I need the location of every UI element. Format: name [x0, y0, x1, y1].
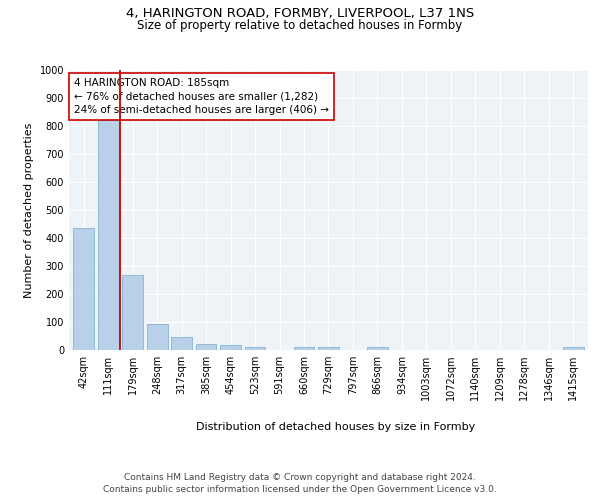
Bar	[293, 346, 314, 350]
Text: 4 HARINGTON ROAD: 185sqm
← 76% of detached houses are smaller (1,282)
24% of sem: 4 HARINGTON ROAD: 185sqm ← 76% of detach…	[74, 78, 329, 115]
Bar	[171, 337, 192, 350]
Bar	[98, 120, 119, 350]
Bar	[73, 228, 94, 350]
Bar	[220, 345, 241, 350]
Bar	[367, 346, 388, 350]
Y-axis label: Number of detached properties: Number of detached properties	[24, 122, 34, 298]
Bar	[245, 346, 265, 350]
Text: Size of property relative to detached houses in Formby: Size of property relative to detached ho…	[137, 19, 463, 32]
Bar	[122, 275, 143, 350]
Bar	[147, 324, 167, 350]
Bar	[318, 346, 339, 350]
Text: Contains HM Land Registry data © Crown copyright and database right 2024.
Contai: Contains HM Land Registry data © Crown c…	[103, 472, 497, 494]
Text: Distribution of detached houses by size in Formby: Distribution of detached houses by size …	[196, 422, 476, 432]
Bar	[196, 344, 217, 350]
Bar	[563, 346, 584, 350]
Text: 4, HARINGTON ROAD, FORMBY, LIVERPOOL, L37 1NS: 4, HARINGTON ROAD, FORMBY, LIVERPOOL, L3…	[126, 8, 474, 20]
